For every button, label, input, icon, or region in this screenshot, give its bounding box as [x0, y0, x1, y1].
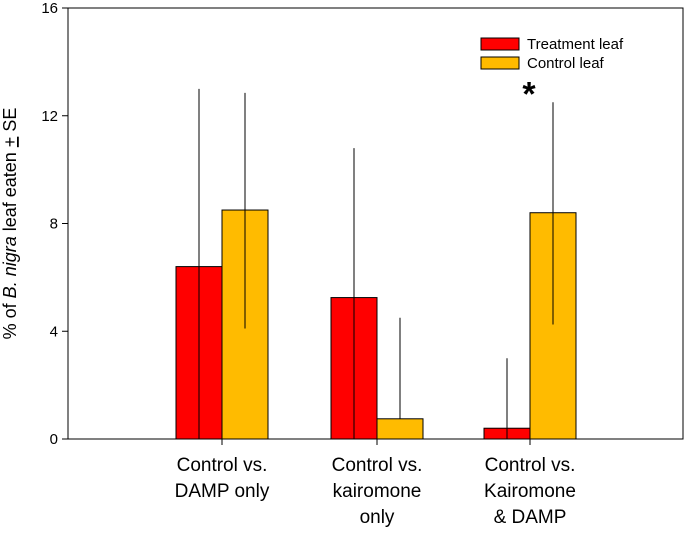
y-tick-label: 0	[50, 431, 58, 448]
legend-label: Treatment leaf	[527, 36, 624, 53]
legend-label: Control leaf	[527, 55, 605, 72]
category-label-line: & DAMP	[494, 507, 567, 528]
y-axis-label-part: leaf eaten	[0, 147, 20, 236]
y-axis-label: % of B. nigra leaf eaten + SE	[0, 108, 20, 340]
bars-group	[175, 209, 577, 440]
category-label-line: DAMP only	[175, 481, 270, 502]
category-label-line: Control vs.	[177, 455, 268, 476]
category-label: Control vs. DAMP only	[175, 455, 270, 502]
y-tick-label: 12	[41, 108, 58, 125]
legend: Treatment leaf Control leaf	[480, 36, 624, 72]
category-label-line: kairomone	[333, 481, 422, 502]
y-tick-label: 8	[50, 216, 58, 233]
significance-star: *	[522, 75, 536, 113]
y-tick-label: 4	[50, 323, 58, 340]
error-bars-group	[198, 88, 554, 439]
y-axis-label-part: B. nigra	[0, 236, 20, 298]
y-axis-label-part: SE	[0, 108, 20, 137]
legend-swatch	[480, 37, 520, 51]
category-label: Control vs. kairomone only	[332, 455, 423, 528]
bar-control	[376, 418, 424, 440]
annotations-group: *	[522, 75, 536, 113]
y-axis-label-part: % of	[0, 298, 20, 339]
y-axis-label-part: +	[0, 137, 20, 148]
category-label-line: Kairomone	[484, 481, 576, 502]
y-tick-label: 16	[41, 0, 58, 17]
category-label-line: only	[360, 507, 395, 528]
bar-control	[529, 212, 577, 440]
axes-group: 0 4 8 12 16 % of B. nigra leaf eaten + SE Cont…	[0, 0, 576, 528]
legend-swatch	[480, 56, 520, 70]
category-label-line: Control vs.	[332, 455, 423, 476]
category-label: Control vs. Kairomone & DAMP	[484, 455, 576, 528]
category-label-line: Control vs.	[485, 455, 576, 476]
